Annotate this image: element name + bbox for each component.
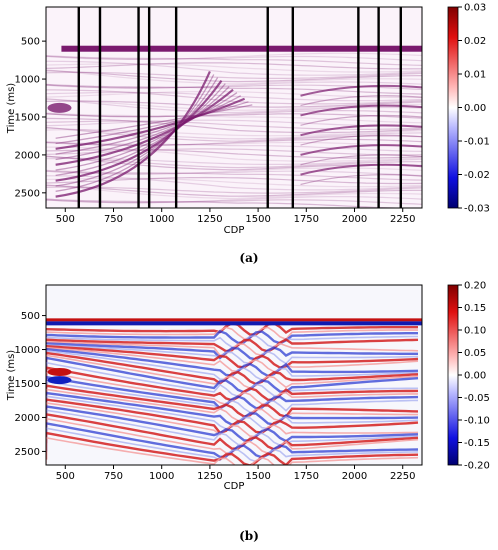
reflector-b <box>46 361 418 398</box>
reflector-b <box>46 413 419 451</box>
reflector-b <box>46 344 419 369</box>
colorbar-tick-label: -0.10 <box>464 416 490 427</box>
reflector-b <box>46 346 419 373</box>
horizontal-event-b-red <box>46 318 422 322</box>
x-tick-label: 1250 <box>197 214 222 225</box>
x-tick-label: 2000 <box>342 471 367 482</box>
reflector-b <box>46 329 418 345</box>
x-tick-label: 1500 <box>245 214 270 225</box>
colorbar-tick-label: 0.00 <box>464 103 486 114</box>
x-tick-label: 1000 <box>149 471 174 482</box>
colorbar-tick-label: 0.15 <box>464 303 486 314</box>
x-tick-label: 1500 <box>245 471 270 482</box>
anomaly-b-red <box>47 367 72 376</box>
x-tick-label: 500 <box>56 214 75 225</box>
reflector-b <box>46 388 418 422</box>
colorbar-tick-label: 0.10 <box>464 326 486 337</box>
xlabel-b: CDP <box>224 481 245 492</box>
colorbar-tick-label: 0.05 <box>464 348 486 359</box>
colorbar-tick-label: 0.00 <box>464 371 486 382</box>
xlabel-a: CDP <box>224 225 245 236</box>
ylabel-b: Time (ms) <box>6 350 17 402</box>
reflector-b <box>46 334 418 349</box>
curved-reflector-a <box>55 104 253 139</box>
colorbar-tick-label: -0.15 <box>464 438 490 449</box>
reflector-b <box>46 326 418 341</box>
reflector-b <box>46 380 419 414</box>
reflector-b <box>46 427 419 463</box>
reflector-b <box>46 431 419 465</box>
panel-label-b: (b) <box>239 529 259 543</box>
x-tick-label: 2250 <box>390 471 415 482</box>
y-tick-label: 1000 <box>15 345 40 356</box>
curved-reflector-a <box>55 71 211 198</box>
reflector-b <box>46 391 419 426</box>
x-tick-label: 1750 <box>294 214 319 225</box>
reflector-b <box>46 342 418 361</box>
y-tick-label: 2500 <box>15 447 40 458</box>
colorbar-tick-label: -0.05 <box>464 393 490 404</box>
horizontal-event-b-blue <box>46 321 422 326</box>
curved-reflector-a <box>55 95 242 155</box>
colorbar-tick-label: 0.01 <box>464 70 486 81</box>
colorbar-tick-label: 0.02 <box>464 36 486 47</box>
colorbar-tick-label: -0.02 <box>464 170 490 181</box>
panel-label-a: (a) <box>239 251 258 265</box>
reflector-b <box>46 356 419 394</box>
y-tick-label: 1000 <box>15 75 40 86</box>
x-tick-label: 1000 <box>149 214 174 225</box>
x-tick-label: 2250 <box>390 214 415 225</box>
reflector-b <box>46 354 419 389</box>
x-tick-label: 1250 <box>197 471 222 482</box>
panel-a: 500 1000 1500 2000 2500 500 750 1000 1250 1500 17… <box>6 3 490 266</box>
colorbar-a <box>447 6 459 209</box>
curved-reflector-a <box>55 92 238 161</box>
curved-reflector-a <box>55 97 246 150</box>
y-tick-label: 2000 <box>15 413 40 424</box>
colorbar-b <box>447 284 459 466</box>
reflector-b <box>46 366 419 402</box>
colorbar-tick-label: 0.20 <box>464 281 486 292</box>
x-tick-label: 2000 <box>342 214 367 225</box>
panel-b: 500 1000 1500 2000 2500 500 750 1000 1250 1500 17… <box>6 281 490 544</box>
x-tick-label: 500 <box>56 471 75 482</box>
y-tick-label: 2000 <box>15 150 40 161</box>
curved-reflector-a <box>55 101 249 145</box>
reflector-b <box>46 343 419 365</box>
colorbar-tick-label: -0.03 <box>464 204 490 215</box>
ylabel-a: Time (ms) <box>6 83 17 135</box>
reflector-b <box>46 436 419 465</box>
reflector-b <box>46 402 419 438</box>
reflector-b <box>46 384 419 418</box>
y-tick-label: 1500 <box>15 112 40 123</box>
x-tick-label: 1750 <box>294 471 319 482</box>
curved-reflector-a <box>55 83 226 177</box>
colorbar-tick-label: -0.01 <box>464 137 490 148</box>
anomaly-a <box>47 102 72 113</box>
vertical-lines-a <box>77 7 402 208</box>
seismic-image-b <box>46 318 422 465</box>
curved-reflector-a <box>55 88 234 166</box>
y-tick-label: 1500 <box>15 379 40 390</box>
x-tick-label: 750 <box>104 471 123 482</box>
x-tick-label: 750 <box>104 214 123 225</box>
reflector-b <box>46 405 419 443</box>
reflector-b <box>46 409 419 447</box>
y-tick-label: 500 <box>21 311 40 322</box>
y-tick-label: 500 <box>21 37 40 48</box>
y-tick-label: 2500 <box>15 188 40 199</box>
curved-reflector-a <box>55 86 230 171</box>
anomaly-b-blue <box>47 376 72 385</box>
horizontal-event-a <box>61 45 422 52</box>
colorbar-tick-label: -0.20 <box>464 461 490 472</box>
colorbar-tick-label: 0.03 <box>464 3 486 14</box>
